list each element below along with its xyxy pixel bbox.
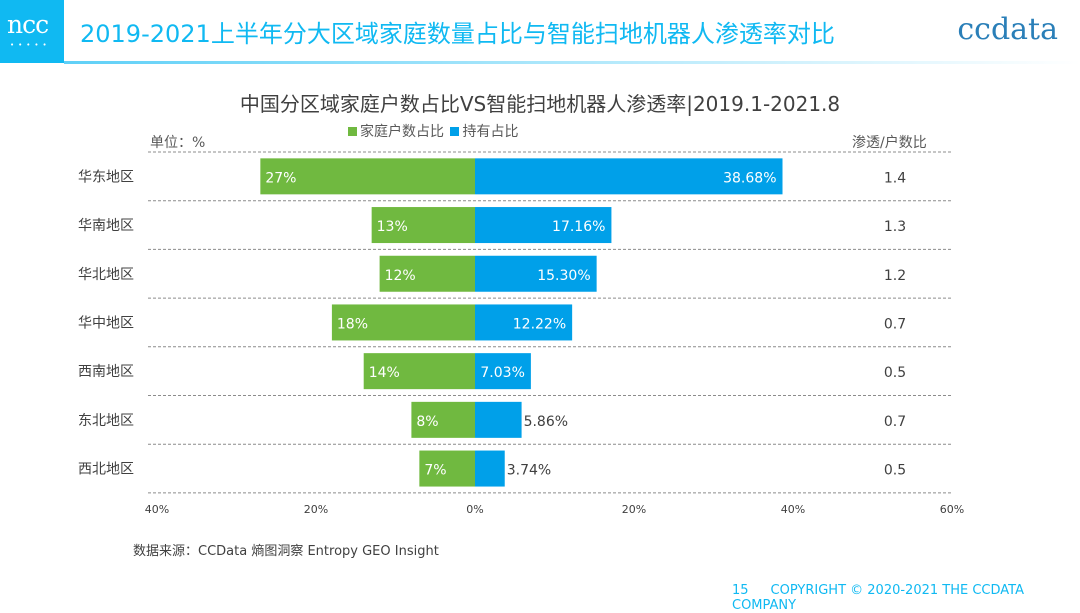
- label-households: 14%: [369, 365, 400, 381]
- page-number: 15: [732, 583, 749, 598]
- legend: 家庭户数占比 持有占比: [346, 121, 518, 141]
- label-ownership: 7.03%: [480, 365, 524, 381]
- label-ownership: 38.68%: [723, 170, 776, 186]
- bar-households: [371, 207, 475, 244]
- label-households: 7%: [424, 463, 446, 479]
- legend-ownership: 持有占比: [462, 124, 519, 140]
- ncc-logo: ncc •••••: [0, 0, 64, 63]
- bar-ownership: [475, 207, 612, 244]
- source-note: 数据来源：CCData 熵图洞察 Entropy GEO Insight: [133, 544, 439, 559]
- bar-households: [411, 401, 475, 438]
- bar-households: [260, 158, 475, 195]
- brand-logo: ccdata: [957, 12, 1058, 47]
- category-label: 华北地区: [78, 267, 134, 283]
- bar-households: [331, 304, 475, 341]
- page-title: 2019-2021上半年分大区域家庭数量占比与智能扫地机器人渗透率对比: [80, 20, 835, 48]
- ratio-value: 1.2: [884, 268, 906, 284]
- bar-ownership: [475, 255, 597, 292]
- label-ownership: 12.22%: [513, 316, 566, 332]
- category-label: 华东地区: [78, 169, 134, 185]
- chart-title: 中国分区域家庭户数占比VS智能扫地机器人渗透率|2019.1-2021.8: [239, 92, 841, 116]
- x-tick-label: 0%: [466, 503, 483, 516]
- category-label: 西北地区: [78, 462, 134, 478]
- x-tick-label: 40%: [145, 503, 169, 516]
- ratio-header: 渗透/户数比: [852, 135, 927, 151]
- label-households: 27%: [265, 170, 296, 186]
- label-households: 18%: [337, 316, 368, 332]
- category-label: 华南地区: [78, 218, 134, 234]
- label-ownership: 17.16%: [552, 219, 605, 235]
- bar-ownership: [475, 158, 783, 195]
- label-households: 13%: [377, 219, 408, 235]
- footer: 15 COPYRIGHT © 2020-2021 THE CCDATA COMPA…: [732, 583, 1080, 613]
- x-tick-label: 20%: [304, 503, 328, 516]
- category-label: 东北地区: [78, 413, 134, 429]
- copyright: COPYRIGHT © 2020-2021 THE CCDATA COMPANY: [732, 583, 1024, 613]
- label-ownership: 5.86%: [524, 414, 568, 430]
- ratio-value: 0.5: [884, 365, 906, 381]
- ratio-value: 1.3: [884, 219, 906, 235]
- bar-households: [419, 450, 475, 487]
- label-ownership: 15.30%: [537, 268, 590, 284]
- x-tick-label: 20%: [622, 503, 646, 516]
- bar-ownership: [475, 353, 531, 390]
- bar-ownership: [475, 450, 505, 487]
- legend-swatch-households: [348, 127, 357, 136]
- bar-households: [363, 353, 475, 390]
- logo-text: ncc: [7, 10, 49, 39]
- logo-dots: •••••: [10, 41, 51, 49]
- x-tick-label: 60%: [940, 503, 964, 516]
- ratio-value: 0.5: [884, 463, 906, 479]
- category-label: 华中地区: [78, 315, 134, 331]
- ratio-value: 0.7: [884, 414, 906, 430]
- ratio-value: 1.4: [884, 170, 906, 186]
- label-households: 12%: [385, 268, 416, 284]
- header-divider: [64, 61, 1080, 64]
- unit-label: 单位：%: [150, 135, 206, 151]
- legend-households: 家庭户数占比: [360, 124, 444, 140]
- label-ownership: 3.74%: [507, 463, 551, 479]
- bar-households: [379, 255, 475, 292]
- bar-ownership: [475, 401, 522, 438]
- ratio-value: 0.7: [884, 316, 906, 332]
- legend-swatch-ownership: [450, 127, 460, 136]
- bar-ownership: [475, 304, 573, 341]
- x-tick-label: 40%: [781, 503, 805, 516]
- label-households: 8%: [416, 414, 438, 430]
- category-label: 西南地区: [78, 364, 134, 380]
